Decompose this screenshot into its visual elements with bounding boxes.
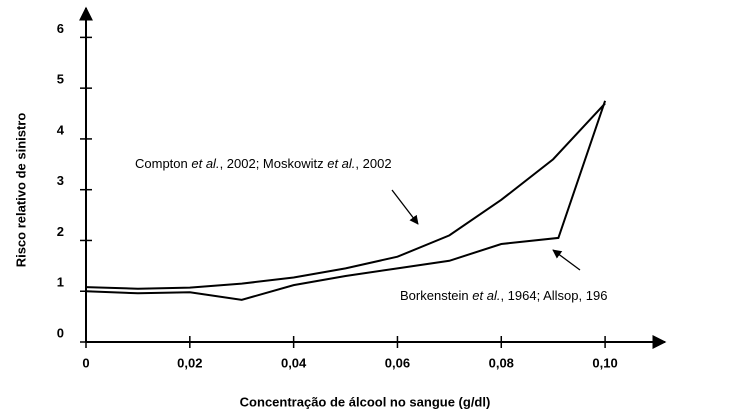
y-tick-label: 0 xyxy=(57,325,64,340)
y-tick-label: 3 xyxy=(57,173,64,188)
y-tick-label: 4 xyxy=(57,122,65,137)
y-tick-label: 6 xyxy=(57,21,64,36)
annotation-part: et al. xyxy=(327,156,355,171)
y-tick-label: 5 xyxy=(57,72,64,87)
x-axis-label: Concentração de álcool no sangue (g/dl) xyxy=(240,394,491,409)
annotation-part: Borkenstein xyxy=(400,288,472,303)
x-tick-label: 0,02 xyxy=(177,355,202,370)
annotation-part: et al. xyxy=(472,288,500,303)
x-tick-label: 0,08 xyxy=(489,355,514,370)
annotation-part: , 2002 xyxy=(355,156,391,171)
annotation-part: , 1964; Allsop, 196 xyxy=(500,288,607,303)
x-tick-label: 0 xyxy=(82,355,89,370)
annotation-part: et al. xyxy=(191,156,219,171)
x-tick-label: 0,06 xyxy=(385,355,410,370)
series-line xyxy=(85,102,606,290)
x-tick-label: 0,04 xyxy=(281,355,307,370)
x-tick-label: 0,10 xyxy=(592,355,617,370)
annotation-arrow xyxy=(552,249,581,271)
annotation-arrow xyxy=(391,189,419,225)
y-axis-label: Risco relativo de sinistro xyxy=(13,113,28,268)
y-tick-label: 2 xyxy=(57,224,64,239)
annotation-part: Compton xyxy=(135,156,191,171)
annotation-part: , 2002; Moskowitz xyxy=(220,156,328,171)
y-tick-label: 1 xyxy=(57,275,64,290)
series-line xyxy=(85,100,607,301)
annotation: Compton et al., 2002; Moskowitz et al., … xyxy=(135,156,392,171)
annotation: Borkenstein et al., 1964; Allsop, 196 xyxy=(400,288,607,303)
